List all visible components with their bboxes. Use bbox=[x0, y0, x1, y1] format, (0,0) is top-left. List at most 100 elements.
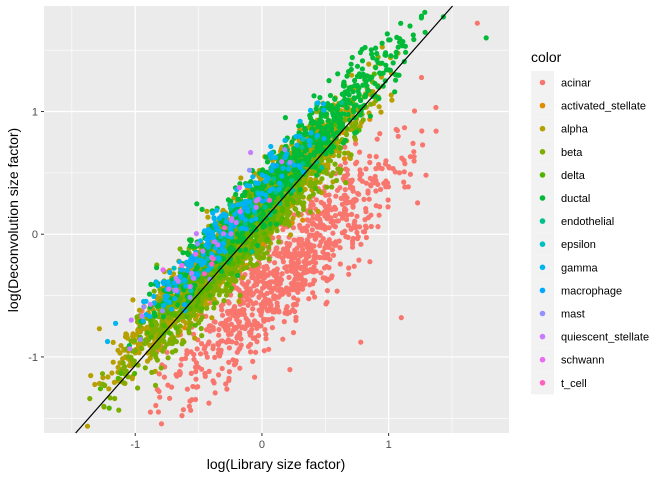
point-beta bbox=[156, 327, 162, 333]
point-ductal bbox=[323, 140, 329, 146]
point-ductal bbox=[296, 123, 302, 129]
point-ductal bbox=[395, 44, 401, 50]
point-gamma bbox=[140, 318, 146, 324]
point-acinar bbox=[337, 245, 343, 251]
point-beta bbox=[149, 351, 155, 357]
point-acinar bbox=[212, 354, 218, 360]
point-ductal bbox=[318, 129, 324, 135]
point-gamma bbox=[297, 133, 303, 139]
point-epsilon bbox=[300, 136, 306, 142]
point-ductal bbox=[261, 183, 268, 189]
point-acinar bbox=[360, 229, 367, 235]
point-acinar bbox=[254, 339, 260, 345]
point-acinar bbox=[250, 306, 256, 312]
point-ductal bbox=[267, 221, 273, 227]
point-ductal bbox=[380, 70, 386, 76]
point-gamma bbox=[223, 213, 229, 219]
point-acinar bbox=[322, 245, 328, 251]
point-gamma bbox=[314, 132, 320, 139]
point-acinar bbox=[276, 234, 282, 240]
point-beta bbox=[139, 345, 145, 351]
point-acinar bbox=[284, 245, 290, 251]
point-acinar bbox=[219, 338, 225, 344]
point-acinar bbox=[249, 274, 255, 281]
point-beta bbox=[125, 354, 131, 360]
point-acinar bbox=[354, 236, 361, 242]
point-gamma bbox=[205, 226, 211, 232]
point-acinar bbox=[280, 259, 286, 265]
point-alpha bbox=[240, 275, 246, 281]
point-beta bbox=[307, 209, 313, 215]
point-ductal bbox=[390, 60, 396, 66]
point-beta bbox=[134, 314, 140, 320]
point-gamma bbox=[291, 162, 297, 168]
point-acinar bbox=[266, 297, 272, 303]
point-acinar bbox=[184, 351, 190, 357]
point-acinar bbox=[268, 302, 274, 308]
point-acinar bbox=[291, 237, 297, 243]
point-ductal bbox=[359, 73, 365, 79]
point-acinar bbox=[206, 400, 212, 406]
point-acinar bbox=[179, 356, 185, 362]
point-acinar bbox=[308, 242, 314, 248]
point-acinar bbox=[228, 321, 234, 327]
point-ductal bbox=[386, 67, 392, 73]
point-acinar bbox=[317, 218, 323, 224]
point-ductal bbox=[187, 243, 193, 249]
point-ductal bbox=[373, 45, 379, 51]
point-acinar bbox=[255, 278, 261, 284]
point-beta bbox=[316, 188, 322, 194]
point-activated_stellate bbox=[300, 217, 306, 223]
point-gamma bbox=[143, 312, 149, 318]
point-schwann bbox=[160, 267, 166, 273]
point-activated_stellate bbox=[182, 325, 188, 331]
point-ductal bbox=[334, 106, 340, 112]
point-acinar bbox=[350, 235, 356, 242]
point-beta bbox=[101, 403, 107, 409]
point-ductal bbox=[397, 36, 403, 42]
point-ductal bbox=[175, 302, 181, 308]
point-alpha bbox=[109, 370, 115, 376]
point-macrophage bbox=[213, 224, 219, 230]
point-acinar bbox=[358, 241, 364, 247]
point-macrophage bbox=[206, 240, 212, 247]
point-ductal bbox=[368, 47, 374, 53]
point-acinar bbox=[345, 222, 351, 228]
point-acinar bbox=[274, 300, 280, 306]
point-gamma bbox=[188, 263, 194, 269]
point-ductal bbox=[180, 250, 186, 256]
point-acinar bbox=[212, 390, 218, 396]
point-acinar bbox=[375, 224, 381, 230]
point-ductal bbox=[395, 72, 401, 78]
point-gamma bbox=[161, 281, 167, 287]
point-quiescent_stellate bbox=[187, 283, 193, 290]
point-gamma bbox=[244, 182, 250, 189]
point-acinar bbox=[376, 161, 382, 168]
point-beta bbox=[173, 339, 179, 345]
point-ductal bbox=[225, 259, 231, 265]
point-ductal bbox=[340, 111, 346, 117]
point-acinar bbox=[153, 402, 159, 409]
point-acinar bbox=[326, 199, 333, 205]
point-acinar bbox=[310, 220, 317, 226]
point-beta bbox=[123, 368, 129, 374]
point-alpha bbox=[193, 316, 199, 322]
point-alpha bbox=[288, 232, 294, 238]
point-gamma bbox=[294, 142, 300, 148]
point-acinar bbox=[321, 201, 327, 207]
point-acinar bbox=[324, 299, 330, 305]
point-quiescent_stellate bbox=[175, 278, 181, 284]
point-beta bbox=[254, 261, 260, 267]
point-acinar bbox=[177, 368, 183, 375]
point-acinar bbox=[186, 403, 192, 409]
point-acinar bbox=[180, 407, 186, 413]
point-alpha bbox=[106, 386, 112, 392]
point-beta bbox=[234, 262, 240, 269]
point-ductal bbox=[248, 179, 254, 185]
point-ductal bbox=[307, 112, 313, 118]
point-acinar bbox=[226, 377, 232, 384]
point-endothelial bbox=[249, 249, 255, 255]
point-beta bbox=[199, 314, 205, 320]
point-acinar bbox=[239, 307, 246, 313]
point-beta bbox=[128, 338, 134, 344]
